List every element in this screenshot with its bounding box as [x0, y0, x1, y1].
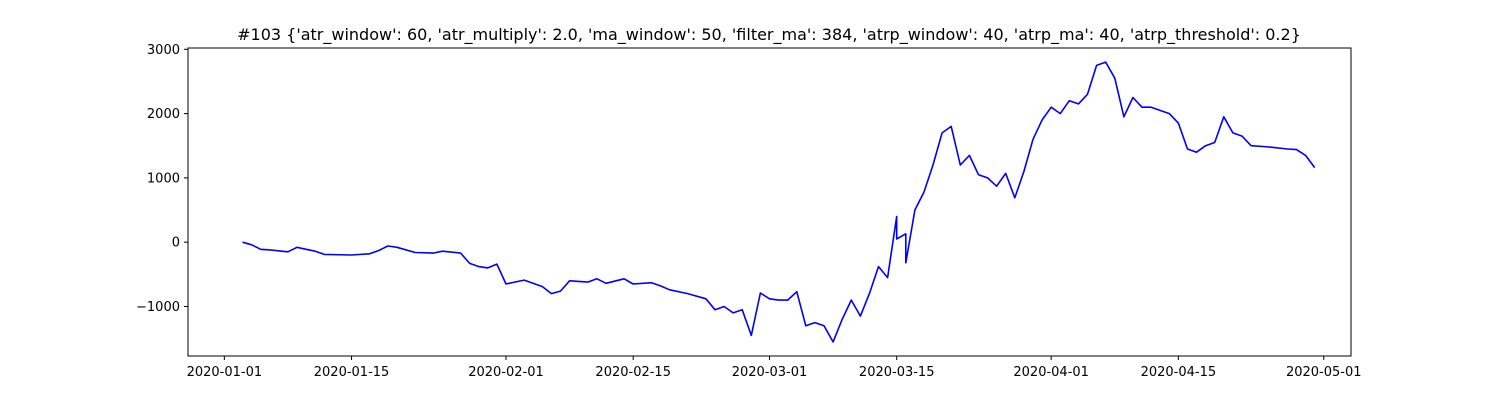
y-tick-label: 3000: [147, 43, 180, 58]
x-tick-label: 2020-01-15: [314, 365, 390, 380]
y-tick-label: −1000: [136, 300, 180, 315]
chart-title: #103 {'atr_window': 60, 'atr_multiply': …: [237, 25, 1301, 45]
x-tick-label: 2020-03-01: [732, 365, 808, 380]
x-tick-label: 2020-02-01: [468, 365, 544, 380]
x-tick-label: 2020-04-01: [1013, 365, 1089, 380]
series-line: [242, 61, 1316, 343]
x-tick-label: 2020-04-15: [1141, 365, 1217, 380]
plot-frame: [187, 47, 1352, 357]
y-tick-label: 1000: [147, 171, 180, 186]
series-group: [242, 61, 1316, 343]
x-tick-label: 2020-05-01: [1286, 365, 1362, 380]
y-tick-label: 0: [172, 236, 180, 251]
y-tick-label: 2000: [147, 107, 180, 122]
x-tick-label: 2020-02-15: [595, 365, 671, 380]
x-tick-label: 2020-01-01: [187, 365, 263, 380]
axes: 2020-01-01 2020-01-15 2020-02-01 2020-02-15…: [136, 43, 1362, 380]
x-tick-label: 2020-03-15: [859, 365, 935, 380]
